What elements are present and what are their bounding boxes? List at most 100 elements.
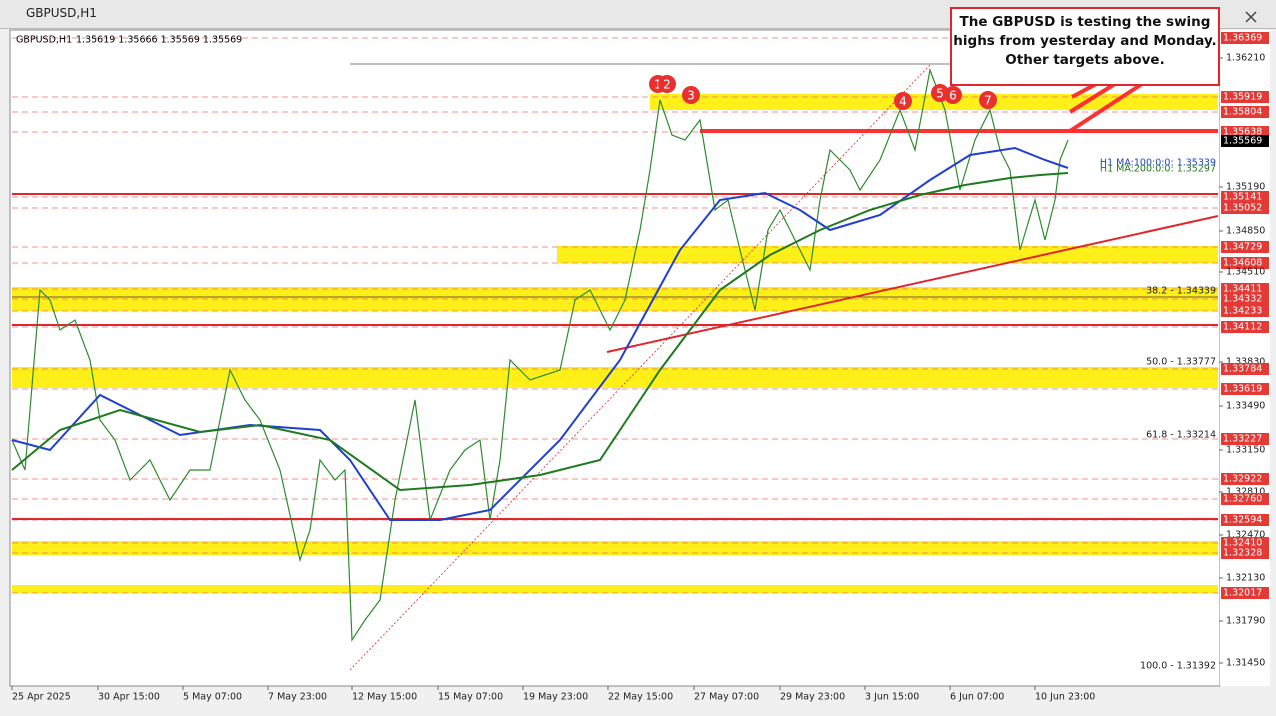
close-icon[interactable]: [1245, 11, 1257, 23]
time-label: 25 Apr 2025: [12, 692, 71, 703]
price-label: 1.33490: [1226, 401, 1265, 412]
price-tag: [1221, 202, 1269, 214]
price-label: 1.32410: [1223, 538, 1262, 549]
zone: [557, 246, 1218, 263]
price-label: 1.33784: [1223, 364, 1262, 375]
annotation: The GBPUSD is testing the swing highs fr…: [950, 7, 1220, 86]
ma-label: H1 MA:200:0:0: 1.35297: [1100, 164, 1216, 175]
price-tag: [1221, 473, 1269, 485]
price-tag: [1221, 257, 1269, 269]
price-label: 1.32328: [1223, 548, 1262, 559]
price-label: 1.35569: [1223, 136, 1262, 147]
plot-area: [9, 29, 1221, 687]
price-label: 1.36210: [1226, 53, 1265, 64]
price-tag: [1221, 383, 1269, 395]
price-tag: [1221, 587, 1269, 599]
price-tag: [1221, 106, 1269, 118]
ma-200: [11, 172, 1069, 492]
price-tag: [1221, 293, 1269, 305]
time-label: 7 May 23:00: [268, 692, 327, 703]
fib-label: 50.0 - 1.33777: [1146, 357, 1216, 368]
price-tag: [1221, 241, 1269, 253]
price-label: 1.32760: [1223, 494, 1262, 505]
time-label: 27 May 07:00: [694, 692, 759, 703]
time-label: 6 Jun 07:00: [950, 692, 1004, 703]
price-label: 1.34608: [1223, 258, 1262, 269]
price-label: 1.34112: [1223, 322, 1262, 333]
swing-marker: [944, 86, 962, 104]
price-label: 1.32810: [1226, 487, 1265, 498]
zone: [12, 367, 1218, 388]
price-label: 1.34332: [1223, 294, 1262, 305]
price-label: 1.32922: [1223, 474, 1262, 485]
price-tag: [1221, 321, 1269, 333]
swing-marker-label: 1: [654, 78, 662, 92]
fib-label: 38.2 - 1.34339: [1146, 286, 1216, 297]
time-label: 15 May 07:00: [438, 692, 503, 703]
price-label: 1.33227: [1223, 434, 1262, 445]
time-label: 12 May 15:00: [352, 692, 417, 703]
price-tag: [1221, 191, 1269, 203]
zone: [12, 585, 1218, 593]
price-label: 1.34510: [1226, 267, 1265, 278]
fib-label: 61.8 - 1.33214: [1146, 430, 1216, 441]
chart-quote: 1.35619 1.35666 1.35569 1.35569: [76, 35, 242, 46]
time-label: 19 May 23:00: [523, 692, 588, 703]
price-label: 1.35052: [1223, 203, 1262, 214]
price-tag: [1221, 514, 1269, 526]
price-label: 1.33830: [1226, 357, 1265, 368]
price-label: 1.35804: [1223, 107, 1262, 118]
price-label: 1.33150: [1226, 445, 1265, 456]
price-label: 1.32470: [1226, 530, 1265, 541]
price-label: 1.34850: [1226, 226, 1265, 237]
price-tag: [1221, 91, 1269, 103]
price-tag: [1221, 363, 1269, 375]
price-tag: [1221, 547, 1269, 559]
arrow: [1068, 80, 1120, 114]
price-label: 1.35141: [1223, 192, 1262, 203]
swing-marker-label: 6: [949, 89, 957, 103]
swing-marker-label: 4: [899, 95, 907, 109]
price-label: 1.32017: [1223, 588, 1262, 599]
price-label: 1.35190: [1226, 182, 1265, 193]
time-label: 29 May 23:00: [780, 692, 845, 703]
callout-arrows: [1068, 80, 1147, 133]
ma-label: H1 MA:100:0:0: 1.35339: [1100, 158, 1216, 169]
price-label: 1.33619: [1223, 384, 1262, 395]
chart-symbol: GBPUSD,H1: [16, 35, 72, 46]
price-label: 1.31790: [1226, 616, 1265, 627]
price-label: 1.32594: [1223, 515, 1262, 526]
price-tag: [1221, 305, 1269, 317]
swing-marker-label: 3: [687, 89, 695, 103]
swing-marker-label: 7: [984, 94, 992, 108]
price-label: 1.36369: [1223, 33, 1262, 44]
price-label: 1.34729: [1223, 242, 1262, 253]
time-label: 10 Jun 23:00: [1035, 692, 1095, 703]
ma-100: [11, 146, 1069, 521]
swing-marker-label: 5: [936, 87, 944, 101]
price-tag: [1221, 537, 1269, 549]
price-tag: [1221, 135, 1269, 147]
fib-label: 100.0 - 1.31392: [1140, 661, 1216, 672]
price-tag: [1221, 283, 1269, 295]
price-label: 1.35919: [1223, 92, 1262, 103]
arrow: [1071, 82, 1097, 99]
price-label: 1.35638: [1223, 127, 1262, 138]
arrow: [1068, 80, 1147, 133]
time-label: 3 Jun 15:00: [865, 692, 919, 703]
time-label: 5 May 07:00: [183, 692, 242, 703]
price-label: 1.34411: [1223, 284, 1262, 295]
swing-marker: [658, 75, 676, 93]
close-stroke: [1245, 11, 1257, 23]
zone: [12, 541, 1218, 555]
time-label: 30 Apr 15:00: [98, 692, 160, 703]
price: [11, 67, 1069, 642]
window-title: GBPUSD,H1: [26, 6, 97, 20]
trendline: [606, 215, 1219, 353]
price-label: 1.34233: [1223, 306, 1262, 317]
price-label: 1.31450: [1226, 658, 1265, 669]
swing-marker-label: 2: [663, 78, 671, 92]
swing-marker: [682, 86, 700, 104]
